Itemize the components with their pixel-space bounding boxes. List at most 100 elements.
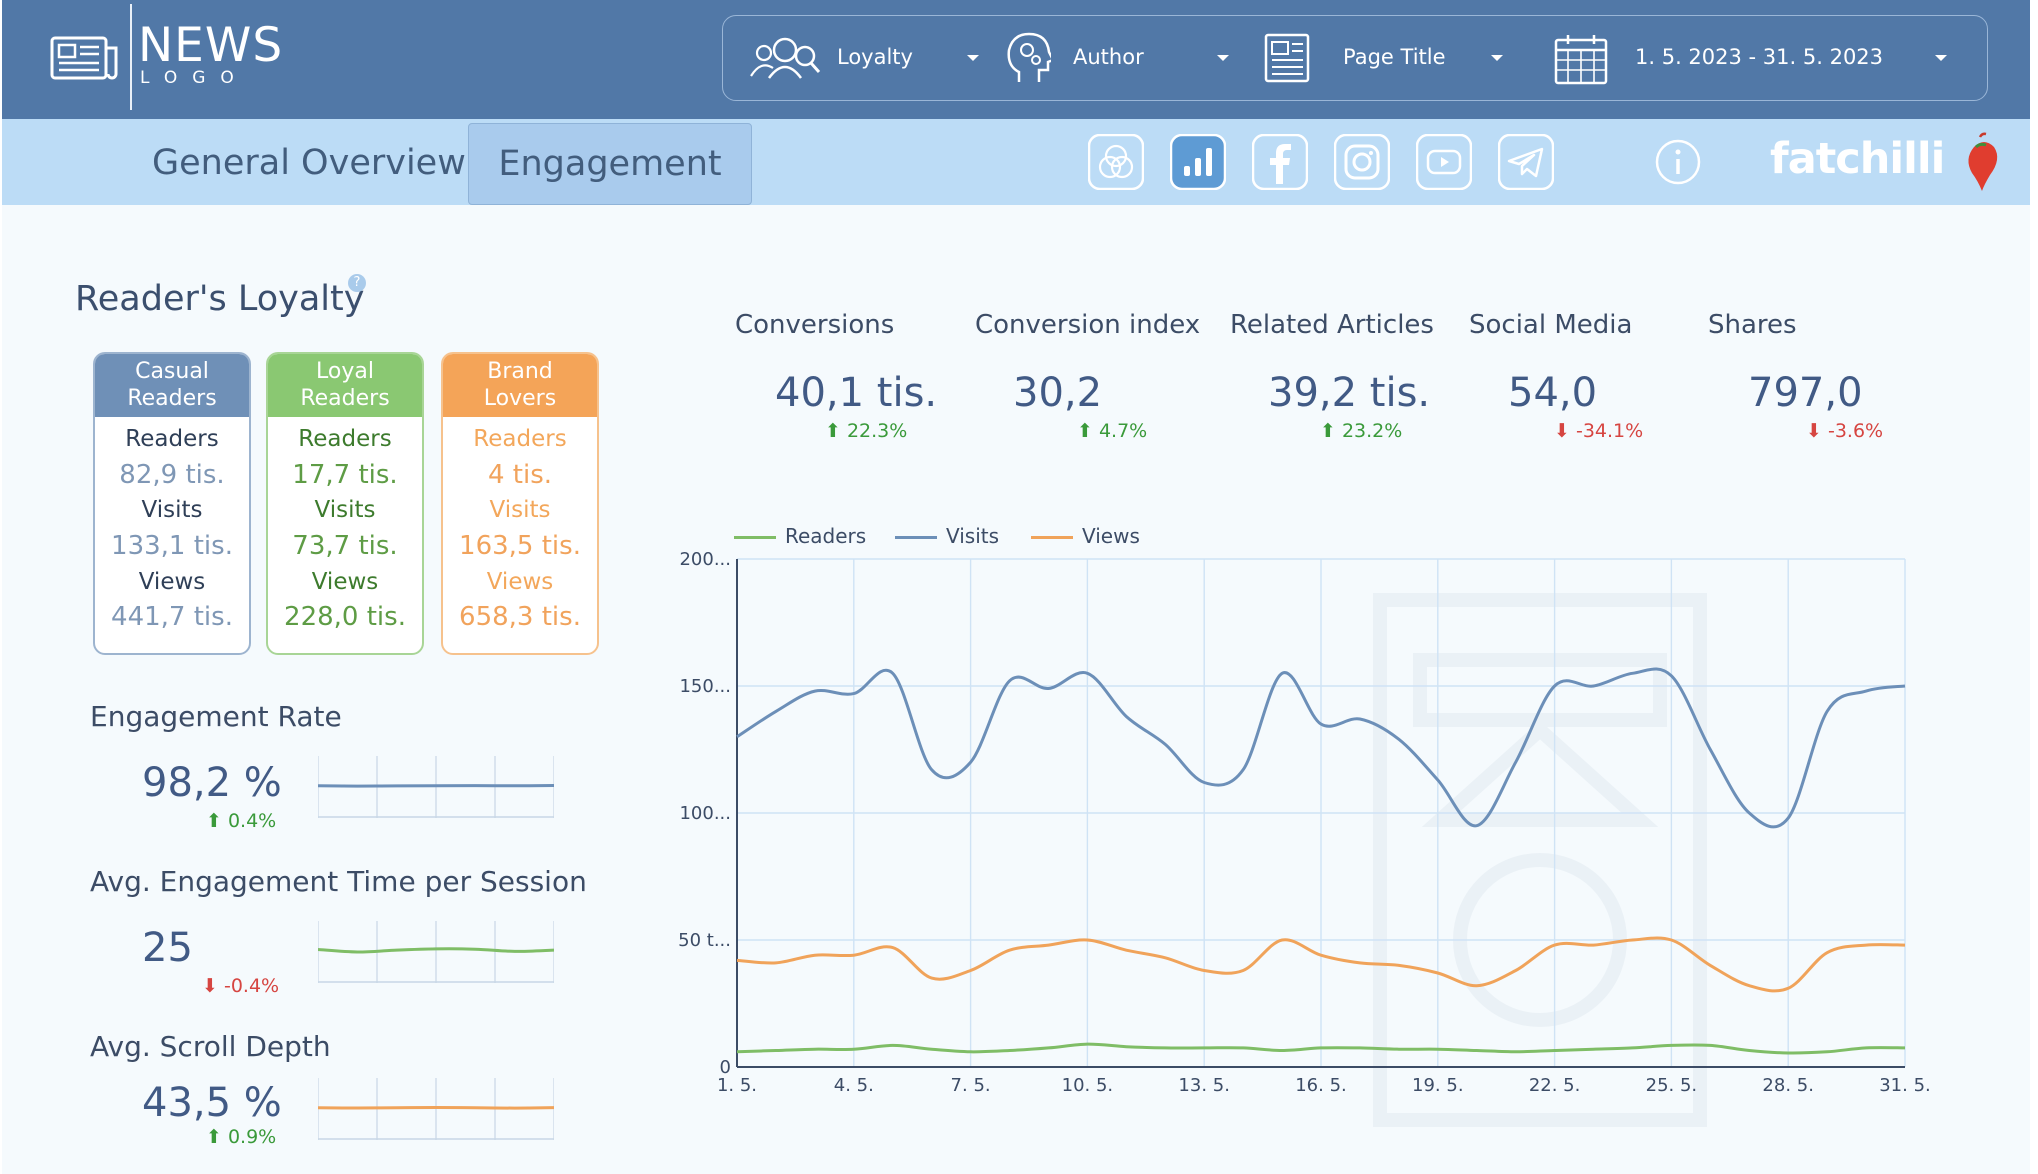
visits-value: 133,1 tis.: [111, 531, 233, 561]
help-icon[interactable]: ?: [348, 274, 366, 292]
x-tick-label: 25. 5.: [1646, 1075, 1698, 1096]
conversion-index-value: 30,2: [1013, 370, 1103, 416]
visits-value: 73,7 tis.: [292, 531, 398, 561]
x-tick-label: 10. 5.: [1062, 1075, 1114, 1096]
bar-chart-icon[interactable]: [1170, 134, 1226, 190]
scroll-depth-sparkline: [318, 1078, 554, 1140]
chevron-down-icon: [1491, 55, 1503, 61]
card-header: Casual Readers: [95, 354, 249, 417]
delta-text: 0.4%: [227, 810, 277, 832]
legend-label: Visits: [946, 524, 1000, 548]
readers-label: Readers: [298, 426, 392, 452]
engagement-time-title: Avg. Engagement Time per Session: [90, 865, 587, 898]
nav-bar: General Overview Engagement: [2, 119, 2030, 205]
views-label: Views: [311, 569, 379, 595]
x-tick-label: 28. 5.: [1762, 1075, 1814, 1096]
engagement-rate-delta: ⬆ 0.4%: [206, 810, 277, 832]
x-tick-label: 13. 5.: [1178, 1075, 1230, 1096]
loyalty-filter[interactable]: Loyalty: [747, 16, 987, 100]
sparkline-line: [318, 947, 554, 954]
y-tick-label: 100...: [679, 803, 731, 824]
loyalty-section-title: Reader's Loyalty: [75, 279, 365, 319]
legend-label: Views: [1082, 524, 1140, 548]
card-header-line: Lovers: [483, 386, 557, 411]
visits-line[interactable]: [736, 667, 1906, 829]
x-tick-label: 31. 5.: [1879, 1075, 1931, 1096]
engagement-time-value: 25: [142, 925, 193, 971]
delta-text: 23.2%: [1341, 420, 1403, 442]
scroll-depth-value: 43,5 %: [142, 1080, 282, 1126]
y-tick-label: 0: [720, 1057, 731, 1078]
readers-value: 17,7 tis.: [292, 460, 398, 490]
scroll-depth-delta: ⬆ 0.9%: [206, 1126, 277, 1148]
y-tick-label: 150...: [679, 676, 731, 697]
filter-bar: Loyalty Author: [722, 15, 1988, 101]
x-tick-label: 4. 5.: [834, 1075, 874, 1096]
tab-general-overview[interactable]: General Overview: [152, 143, 466, 183]
legend-item-readers[interactable]: Readers: [734, 524, 866, 548]
engagement-rate-value: 98,2 %: [142, 760, 282, 806]
telegram-icon[interactable]: [1498, 134, 1554, 190]
shares-label: Shares: [1708, 310, 1797, 340]
chili-pepper-icon: [1968, 132, 1998, 191]
x-tick-label: 1. 5.: [717, 1075, 757, 1096]
readers-label: Readers: [125, 426, 219, 452]
social-media-label: Social Media: [1469, 310, 1633, 340]
legend-item-views[interactable]: Views: [1031, 524, 1140, 548]
social-media-value: 54,0: [1508, 370, 1598, 416]
views-value: 658,3 tis.: [459, 602, 581, 632]
readers-line[interactable]: [736, 1042, 1906, 1055]
conversions-delta: ⬆ 22.3%: [825, 420, 908, 442]
engagement-time-delta: ⬇ -0.4%: [202, 975, 280, 997]
facebook-icon[interactable]: [1252, 134, 1308, 190]
tab-engagement[interactable]: Engagement: [468, 123, 752, 205]
casual-readers-card: Casual Readers Readers 82,9 tis. Visits 1…: [93, 352, 251, 655]
author-filter[interactable]: Author: [1005, 16, 1245, 100]
info-icon[interactable]: [1650, 134, 1706, 190]
readers-value: 4 tis.: [487, 460, 553, 490]
instagram-icon[interactable]: [1334, 134, 1390, 190]
delta-text: -0.4%: [223, 975, 280, 997]
x-tick-label: 22. 5.: [1529, 1075, 1581, 1096]
related-articles-value: 39,2 tis.: [1268, 370, 1431, 416]
page-title-filter[interactable]: Page Title: [1263, 16, 1523, 100]
views-label: Views: [138, 569, 206, 595]
brand-name: fatchilli: [1770, 134, 1945, 184]
visits-label: Visits: [489, 497, 551, 523]
logo-divider: [130, 4, 132, 110]
brand-lovers-card: Brand Lovers Readers 4 tis. Visits 163,5 …: [441, 352, 599, 655]
sparkline-line: [318, 784, 554, 788]
chevron-down-icon: [967, 55, 979, 61]
x-tick-label: 19. 5.: [1412, 1075, 1464, 1096]
conversions-label: Conversions: [735, 310, 895, 340]
brand-logo: fatchilli: [1770, 131, 2002, 195]
youtube-icon[interactable]: [1416, 134, 1472, 190]
loyalty-filter-label: Loyalty: [837, 45, 913, 69]
card-header: Loyal Readers: [268, 354, 422, 417]
visits-label: Visits: [314, 497, 376, 523]
head-gears-icon: [1007, 32, 1051, 82]
logo-subtitle: LOGO: [140, 68, 249, 88]
newspaper-icon: [1264, 33, 1310, 83]
conversion-index-delta: ⬆ 4.7%: [1077, 420, 1148, 442]
delta-text: 0.9%: [227, 1126, 277, 1148]
views-value: 441,7 tis.: [111, 602, 233, 632]
conversion-index-label: Conversion index: [975, 310, 1201, 340]
page-title-filter-label: Page Title: [1343, 45, 1446, 69]
engagement-rate-sparkline: [318, 756, 554, 818]
x-tick-label: 16. 5.: [1295, 1075, 1347, 1096]
card-header-line: Casual: [135, 359, 209, 384]
date-range-filter[interactable]: 1. 5. 2023 - 31. 5. 2023: [1553, 16, 1973, 100]
card-header-line: Loyal: [316, 359, 374, 384]
legend-item-visits[interactable]: Visits: [895, 524, 999, 548]
delta-text: -3.6%: [1827, 420, 1884, 442]
delta-text: 22.3%: [846, 420, 908, 442]
engagement-line-chart: 0 50 t... 100... 150... 200... 1. 5. 4. 5. 7. 5…: [678, 549, 1931, 1096]
author-filter-label: Author: [1073, 45, 1144, 69]
readers-value: 82,9 tis.: [119, 460, 225, 490]
views-line[interactable]: [736, 936, 1906, 993]
sparkline-line: [318, 1105, 554, 1110]
conversions-value: 40,1 tis.: [775, 370, 938, 416]
venn-icon[interactable]: [1088, 134, 1144, 190]
